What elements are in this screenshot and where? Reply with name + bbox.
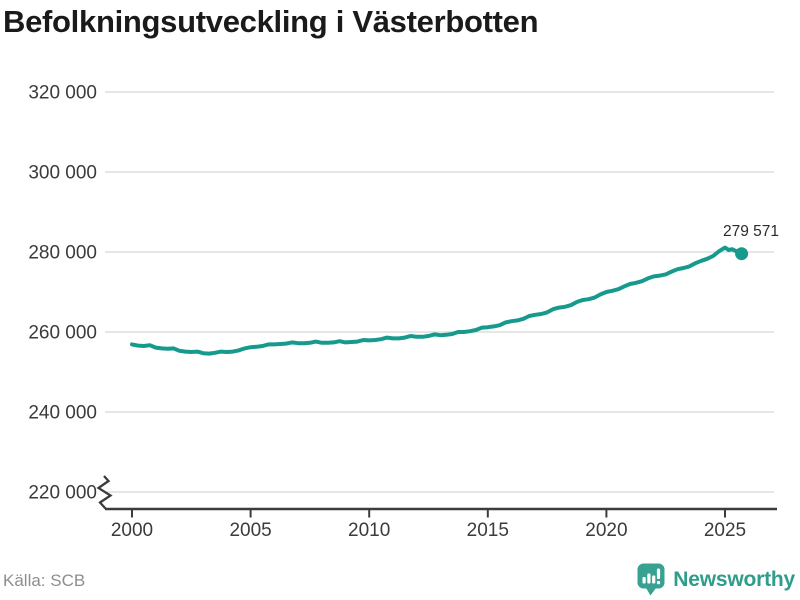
axis-break-squiggle	[96, 475, 113, 510]
y-tick-label: 320 000	[28, 83, 97, 104]
logo-bar-2	[647, 573, 651, 584]
logo-bar-1	[642, 577, 646, 584]
chart-title: Befolkningsutveckling i Västerbotten	[3, 4, 539, 39]
x-tick-label: 2010	[348, 520, 390, 541]
end-point-dot	[735, 247, 749, 261]
logo-exclamation-stem	[657, 568, 661, 579]
line-series	[130, 245, 744, 356]
end-point-label: 279 571	[723, 223, 779, 240]
gridlines	[105, 91, 774, 493]
y-tick-label: 220 000	[28, 483, 97, 504]
x-tick-label: 2015	[467, 520, 509, 541]
source-note: Källa: SCB	[3, 571, 86, 590]
x-axis	[105, 507, 777, 518]
latest-value-marker: 279 571	[723, 223, 779, 261]
brand-name: Newsworthy	[673, 567, 795, 591]
logo-exclamation-dot	[657, 581, 661, 585]
x-tick-label: 2020	[585, 520, 627, 541]
y-axis-break-icon	[96, 475, 113, 510]
brand-footer: Newsworthy	[637, 563, 795, 596]
y-axis-tick-labels: 320 000 300 000 280 000 260 000 240 000 220 0…	[28, 83, 97, 504]
logo-bar-3	[652, 575, 656, 584]
logo-bubble	[637, 563, 665, 589]
logo-bubble-tail	[646, 588, 657, 596]
y-tick-label: 260 000	[28, 323, 97, 344]
y-tick-label: 280 000	[28, 243, 97, 264]
x-tick-label: 2025	[704, 520, 746, 541]
x-axis-tick-labels: 2000 2005 2010 2015 2020 2025	[111, 520, 746, 541]
y-tick-label: 300 000	[28, 163, 97, 184]
newsworthy-logo-icon	[637, 563, 665, 596]
x-tick-label: 2000	[111, 520, 153, 541]
x-tick-label: 2005	[229, 520, 271, 541]
y-tick-label: 240 000	[28, 403, 97, 424]
population-line	[130, 245, 744, 356]
